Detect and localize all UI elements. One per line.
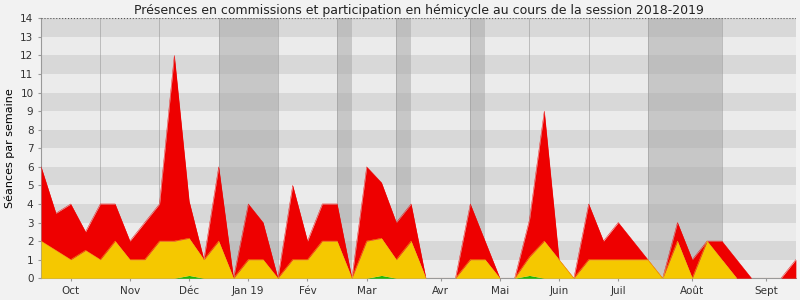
Bar [41, 185, 796, 204]
Bar [41, 260, 796, 278]
Bar [648, 18, 722, 278]
Bar [41, 37, 796, 56]
Bar [470, 18, 485, 278]
Bar [41, 74, 796, 93]
Bar [41, 111, 796, 130]
Bar [41, 167, 796, 185]
Bar [41, 241, 796, 260]
Bar [41, 56, 796, 74]
Bar [396, 18, 411, 278]
Bar [41, 204, 796, 223]
Bar [41, 130, 796, 148]
Bar [41, 223, 796, 241]
Bar [218, 18, 278, 278]
Bar [41, 18, 796, 37]
Title: Présences en commissions et participation en hémicycle au cours de la session 20: Présences en commissions et participatio… [134, 4, 703, 17]
Bar [337, 18, 352, 278]
Bar [41, 93, 796, 111]
Y-axis label: Séances par semaine: Séances par semaine [4, 88, 14, 208]
Bar [41, 148, 796, 167]
